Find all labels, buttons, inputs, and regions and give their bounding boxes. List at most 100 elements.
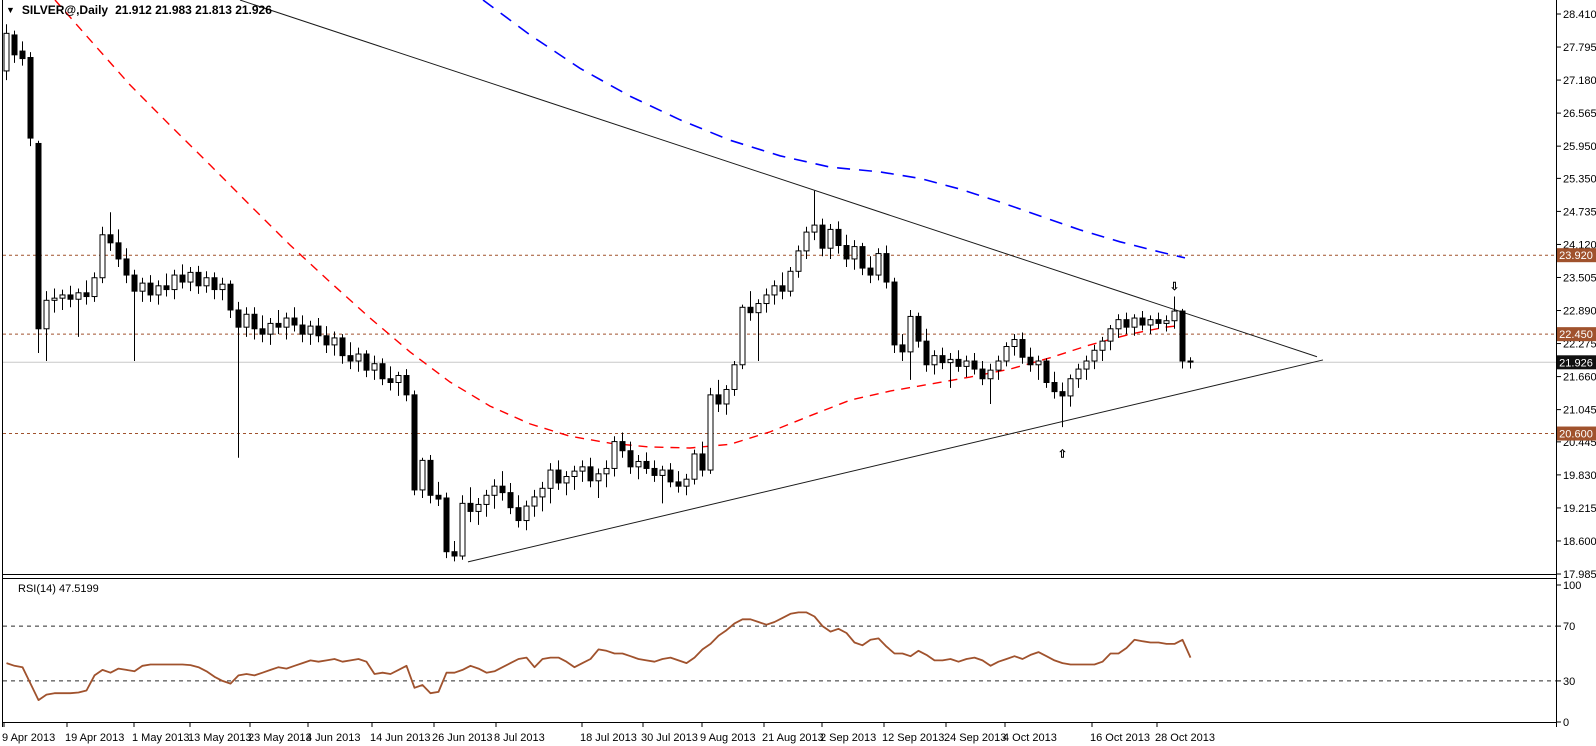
candles-layer[interactable] (3, 24, 1194, 562)
price-tick-label: 25.950 (1563, 141, 1596, 153)
candle-body (371, 363, 378, 371)
rsi-tick-label: 70 (1563, 621, 1575, 633)
candle-body (459, 502, 466, 557)
chevron-down-icon[interactable]: ▼ (6, 4, 15, 15)
candle-body (995, 360, 1002, 371)
candle-body (707, 394, 714, 471)
candle-body (1155, 319, 1162, 324)
candle-body (939, 355, 946, 364)
current-price-badge (1557, 355, 1596, 370)
candle-body (635, 460, 642, 468)
candle-body (211, 277, 218, 291)
candle-body (187, 271, 194, 283)
candle-body (171, 274, 178, 291)
date-tick-label: 12 Sep 2013 (882, 732, 944, 744)
candle-body (203, 277, 210, 287)
price-tick-label: 22.890 (1563, 306, 1596, 318)
candle-body (99, 234, 106, 279)
price-tick-label: 24.735 (1563, 206, 1596, 218)
down-arrow-icon: ⇩ (1170, 281, 1179, 293)
candle-body (427, 459, 434, 496)
price-tick-label: 22.275 (1563, 339, 1596, 351)
candle-body (723, 388, 730, 405)
candle-body (1027, 356, 1034, 366)
rsi-tick-label: 0 (1563, 717, 1569, 729)
candle-body (1019, 339, 1026, 358)
price-tick-label: 25.350 (1563, 173, 1596, 185)
date-tick-label: 2 Sep 2013 (820, 732, 876, 744)
price-tick-label: 27.180 (1563, 75, 1596, 87)
candle-body (675, 481, 682, 487)
candle-body (1091, 349, 1098, 362)
candle-body (907, 315, 914, 353)
candle-body (307, 325, 314, 335)
candle-body (43, 299, 50, 330)
date-tick-label: 14 Jun 2013 (370, 732, 431, 744)
candle-body (163, 285, 170, 291)
candle-body (643, 460, 650, 469)
candle-body (923, 340, 930, 366)
candle-body (1059, 391, 1066, 397)
candle-body (251, 313, 258, 330)
candle-body (1051, 381, 1058, 393)
candle-body (323, 335, 330, 346)
candle-body (843, 245, 850, 260)
candle-body (1171, 310, 1178, 322)
candle-body (347, 355, 354, 362)
candle-body (123, 258, 130, 276)
candle-body (555, 469, 562, 484)
candle-body (563, 476, 570, 484)
candle-body (683, 478, 690, 487)
candle-body (355, 353, 362, 362)
date-tick-label: 13 May 2013 (188, 732, 252, 744)
candle-body (947, 358, 954, 364)
price-tick-label: 19.215 (1563, 503, 1596, 515)
price-tick-label: 27.795 (1563, 42, 1596, 54)
rsi-tick-label: 100 (1563, 580, 1581, 592)
ohlc-values: 21.912 21.983 21.813 21.926 (115, 3, 272, 17)
candle-body (147, 282, 154, 296)
candle-body (19, 50, 26, 60)
price-tick-label: 23.505 (1563, 272, 1596, 284)
candle-body (739, 306, 746, 366)
price-tick-label: 19.830 (1563, 470, 1596, 482)
price-tick-label: 21.660 (1563, 372, 1596, 384)
candle-body (731, 364, 738, 390)
candle-body (979, 368, 986, 380)
price-scale[interactable]: 28.410 27.795 27.180 26.565 25.950 25.350 24.7… (1556, 9, 1596, 581)
candle-body (227, 283, 234, 311)
candle-body (235, 309, 242, 328)
candle-body (11, 34, 18, 56)
candle-body (75, 292, 82, 300)
trendlines-layer (239, 0, 1324, 563)
candle-body (443, 497, 450, 553)
candle-body (219, 283, 226, 291)
candle-body (667, 469, 674, 483)
candle-body (763, 294, 770, 305)
candle-body (651, 467, 658, 476)
candle-body (1123, 319, 1130, 328)
candle-body (107, 234, 114, 244)
up-arrow-icon: ⇧ (1058, 448, 1067, 460)
price-tick-label: 18.600 (1563, 536, 1596, 548)
candle-body (851, 246, 858, 260)
candle-body (795, 250, 802, 272)
candle-body (1075, 368, 1082, 380)
candle-body (931, 355, 938, 366)
candle-body (611, 441, 618, 469)
date-tick-label: 19 Apr 2013 (65, 732, 124, 744)
candle-body (267, 322, 274, 335)
candle-body (875, 253, 882, 276)
candle-body (1099, 340, 1106, 351)
candle-body (1083, 360, 1090, 370)
level-price-badge-text: 22.450 (1559, 329, 1593, 341)
candle-body (1139, 317, 1146, 326)
date-tick-label: 4 Jun 2013 (306, 732, 360, 744)
rsi-pane[interactable]: 100 70 30 0 (3, 580, 1581, 729)
candle-body (1187, 360, 1194, 363)
candle-body (507, 492, 514, 509)
candle-body (411, 394, 418, 491)
